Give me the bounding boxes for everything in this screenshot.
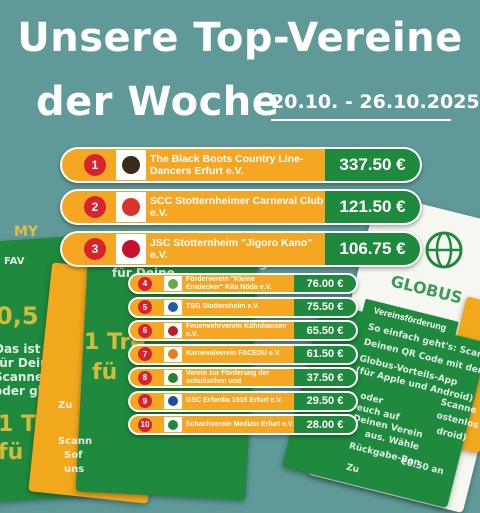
judo-logo-mark xyxy=(122,240,140,258)
rank-badge: 4 xyxy=(138,276,152,291)
flyer-left-text-6: fü xyxy=(0,440,24,465)
chess-logo-mark xyxy=(168,419,178,430)
ranking-row-inner: 7 Karnevalverein FACEDU e.V. 61.50 € xyxy=(130,345,356,363)
club-name: TSG Stotternheim e.V. xyxy=(186,303,260,310)
ranking-row-inner: 1 The Black Boots Country Line-Dancers Er… xyxy=(62,149,420,181)
firefighter-logo-mark xyxy=(168,325,178,336)
jester-logo-mark xyxy=(122,198,140,216)
kita-logo-mark xyxy=(168,278,178,289)
ranking-row: 7 Karnevalverein FACEDU e.V. 61.50 € xyxy=(128,343,358,365)
gsc-logo-mark xyxy=(168,396,178,406)
ranking-name-area: 2 SCC Stotternheimer Carneval Club e.V. xyxy=(62,191,325,223)
donation-amount: 337.50 € xyxy=(325,149,420,181)
donation-amount: 121.50 € xyxy=(325,191,420,223)
ranking-name-area: 3 JSC Stotternheim "Jigoro Kano" e.V. xyxy=(62,233,325,265)
ranking-name-area: 6 Feuerwehrverein Kühnhausen e.V. xyxy=(130,322,294,339)
page-title-line-1: Unsere Top-Vereine xyxy=(17,15,463,61)
ranking-name-area: 10 Schachverein Medizin Erfurt e.V. xyxy=(130,416,294,433)
rank-badge: 8 xyxy=(138,370,152,385)
club-name: The Black Boots Country Line-Dancers Erf… xyxy=(150,153,304,177)
donation-amount: 65.50 € xyxy=(294,322,356,339)
boot-logo-mark xyxy=(122,156,140,174)
ranking-row: 4 Förderverein "Kleine Entdecker" Kita Nö… xyxy=(128,273,358,294)
donation-amount: 37.50 € xyxy=(294,369,356,386)
flyer-mid-text-4: fü xyxy=(92,360,118,385)
tsg-logo-icon xyxy=(164,299,182,315)
club-name: Verein zur Förderung der schulischen und xyxy=(186,369,270,385)
donation-amount: 75.50 € xyxy=(294,298,356,316)
boot-logo-icon xyxy=(116,150,146,180)
firefighter-logo-icon xyxy=(164,323,182,338)
facedu-logo-mark xyxy=(168,349,178,359)
ranking-name-area: 9 GSC Erfordia 1916 Erfurt e.V. xyxy=(130,392,294,410)
flyer-left-text-4: oder gl xyxy=(0,384,42,398)
ranking-row-inner: 10 Schachverein Medizin Erfurt e.V. 28.00 … xyxy=(130,416,356,433)
donation-amount: 106.75 € xyxy=(325,233,420,265)
page-title-line-2: der Woche xyxy=(36,79,280,125)
flyer-mid-text-6: Sof xyxy=(64,450,83,461)
ranking-name-area: 1 The Black Boots Country Line-Dancers Er… xyxy=(62,149,325,181)
ranking-row: 10 Schachverein Medizin Erfurt e.V. 28.00 … xyxy=(128,414,358,435)
rank-badge: 10 xyxy=(138,417,152,432)
flyer-left-text-3: Scanne xyxy=(0,370,44,384)
flyer-mid-text-5: Scann xyxy=(58,436,93,447)
rank-badge: 6 xyxy=(138,323,152,338)
ranking-name-area: 4 Förderverein "Kleine Entdecker" Kita Nö… xyxy=(130,275,294,292)
rank-badge: 1 xyxy=(84,154,106,176)
club-name: Schachverein Medizin Erfurt e.V. xyxy=(186,420,294,428)
donation-amount: 76.00 € xyxy=(294,275,356,292)
ranking-row-inner: 5 TSG Stotternheim e.V. 75.50 € xyxy=(130,298,356,316)
judo-logo-icon xyxy=(116,234,146,264)
ranking-name-area: 7 Karnevalverein FACEDU e.V. xyxy=(130,345,294,363)
date-underline xyxy=(271,119,451,121)
rank-badge: 5 xyxy=(138,300,152,314)
club-name: Karnevalverein FACEDU e.V. xyxy=(186,350,281,357)
chess-logo-icon xyxy=(164,417,182,432)
ranking-row: 3 JSC Stotternheim "Jigoro Kano" e.V. 106.… xyxy=(60,231,422,267)
ranking-row: 1 The Black Boots Country Line-Dancers Er… xyxy=(60,147,422,183)
club-name: SCC Stotternheimer Carneval Club e.V. xyxy=(150,195,324,219)
tsg-logo-mark xyxy=(168,302,178,312)
gsc-logo-icon xyxy=(164,393,182,409)
school-logo-mark xyxy=(168,372,178,383)
ranking-row-inner: 3 JSC Stotternheim "Jigoro Kano" e.V. 106.… xyxy=(62,233,420,265)
club-name: Förderverein "Kleine Entdecker" Kita Nöd… xyxy=(186,275,272,291)
ranking-row-inner: 2 SCC Stotternheimer Carneval Club e.V. 12… xyxy=(62,191,420,223)
ranking-row-inner: 9 GSC Erfordia 1916 Erfurt e.V. 29.50 € xyxy=(130,392,356,410)
ranking-name-area: 8 Verein zur Förderung der schulischen un… xyxy=(130,369,294,386)
facedu-logo-icon xyxy=(164,346,182,362)
donation-amount: 61.50 € xyxy=(294,345,356,363)
flyer-left-fav: FAV xyxy=(4,256,25,267)
ranking-row-inner: 6 Feuerwehrverein Kühnhausen e.V. 65.50 € xyxy=(130,322,356,339)
flyer-mid-text-2: Zu xyxy=(58,400,73,411)
rank-badge: 2 xyxy=(84,196,106,218)
flyer-left-text-0: 0,5 xyxy=(0,302,39,330)
flyer-mid-text-7: uns xyxy=(64,464,85,475)
globus-logo-icon xyxy=(424,230,464,270)
school-logo-icon xyxy=(164,370,182,385)
ranking-name-area: 5 TSG Stotternheim e.V. xyxy=(130,298,294,316)
ranking-row: 5 TSG Stotternheim e.V. 75.50 € xyxy=(128,296,358,318)
rank-badge: 9 xyxy=(138,394,152,408)
flyer-left-brand: MY xyxy=(14,224,39,240)
ranking-row: 9 GSC Erfordia 1916 Erfurt e.V. 29.50 € xyxy=(128,390,358,412)
kita-logo-icon xyxy=(164,276,182,291)
date-range: 20.10. - 26.10.2025 xyxy=(271,91,480,113)
rank-badge: 7 xyxy=(138,347,152,361)
ranking-row-inner: 8 Verein zur Förderung der schulischen un… xyxy=(130,369,356,386)
donation-amount: 29.50 € xyxy=(294,392,356,410)
ranking-row: 6 Feuerwehrverein Kühnhausen e.V. 65.50 € xyxy=(128,320,358,341)
ranking-row-inner: 4 Förderverein "Kleine Entdecker" Kita Nö… xyxy=(130,275,356,292)
club-name: Feuerwehrverein Kühnhausen e.V. xyxy=(186,322,287,338)
ranking-row: 2 SCC Stotternheimer Carneval Club e.V. 12… xyxy=(60,189,422,225)
ranking-row: 8 Verein zur Förderung der schulischen un… xyxy=(128,367,358,388)
rank-badge: 3 xyxy=(84,238,106,260)
donation-amount: 28.00 € xyxy=(294,416,356,433)
jester-logo-icon xyxy=(116,192,146,222)
club-name: JSC Stotternheim "Jigoro Kano" e.V. xyxy=(150,237,313,261)
club-name: GSC Erfordia 1916 Erfurt e.V. xyxy=(186,397,283,404)
